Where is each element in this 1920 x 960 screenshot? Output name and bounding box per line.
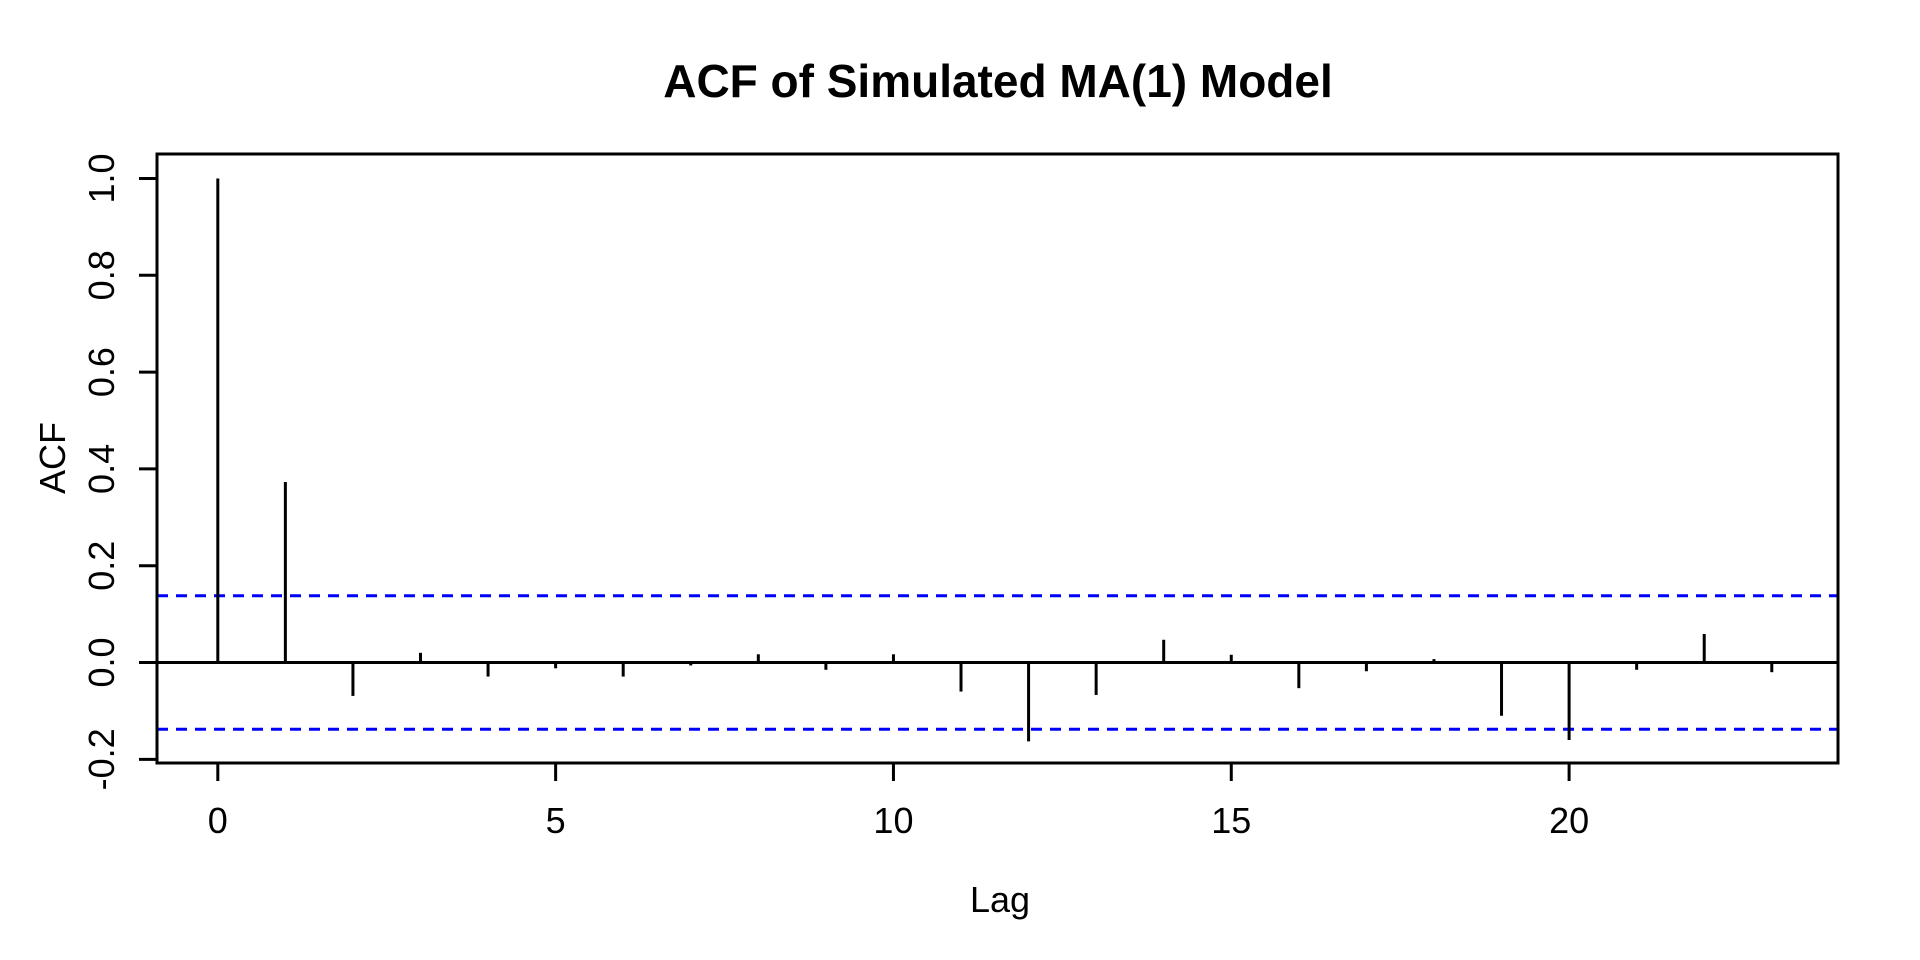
y-tick-label-0.2: 0.2 — [81, 541, 122, 591]
y-tick-label-0.6: 0.6 — [81, 347, 122, 397]
y-tick-label-0.8: 0.8 — [81, 250, 122, 300]
y-tick-label-0.4: 0.4 — [81, 444, 122, 494]
y-tick-label-0.0: 0.0 — [81, 637, 122, 687]
y-tick-label-1.0: 1.0 — [81, 153, 122, 203]
x-tick-label-0: 0 — [208, 800, 228, 841]
x-tick-label-15: 15 — [1211, 800, 1251, 841]
plot-box — [155, 152, 1840, 765]
y-tick-label--0.2: -0.2 — [81, 728, 122, 790]
plot-dynamic-layer: 0 5 10 15 20 -0.2 0.0 0.2 0.4 0.6 0.8 1.0 — [81, 152, 1840, 841]
x-axis-label: Lag — [970, 879, 1030, 920]
chart-title: ACF of Simulated MA(1) Model — [663, 55, 1333, 107]
y-axis-label: ACF — [32, 422, 73, 494]
x-tick-label-10: 10 — [873, 800, 913, 841]
x-tick-label-20: 20 — [1549, 800, 1589, 841]
x-tick-label-5: 5 — [546, 800, 566, 841]
